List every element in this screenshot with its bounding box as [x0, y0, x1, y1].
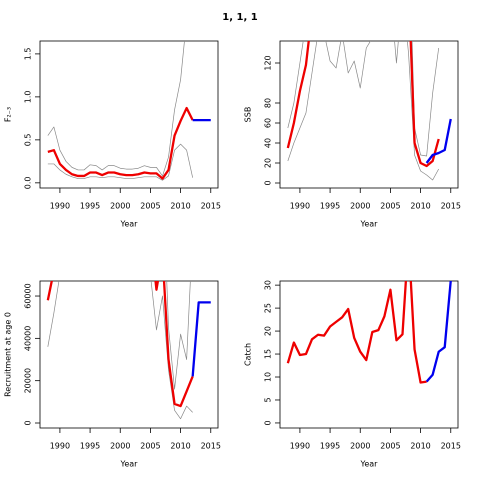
x-tick-label: 2010: [170, 442, 190, 451]
y-tick-label: 0: [264, 180, 273, 185]
x-tick-label: 2005: [140, 202, 160, 211]
x-tick-label: 2000: [350, 442, 370, 451]
x-tick-label: 1990: [290, 442, 310, 451]
panel: 1990 1995 2000 2005 2010 2015 0 20000 40000 60000…: [4, 280, 221, 469]
y-tick-label: 40000: [24, 326, 33, 351]
y-tick-label: 1.0: [24, 91, 33, 104]
series-line: [287, 41, 440, 157]
y-tick-label: 20: [264, 158, 273, 168]
panel: 1990 1995 2000 2005 2010 2015 0 20 40 60 80 120 Year…: [244, 40, 461, 229]
x-tick-label: 1990: [50, 202, 70, 211]
y-tick-label: 30: [264, 280, 273, 290]
y-tick-label: 20000: [24, 368, 33, 393]
panel: 1990 1995 2000 2005 2010 2015 0 5 10 15 20 25 30 Year…: [244, 280, 461, 469]
series-line: [47, 41, 185, 177]
panel: 1990 1995 2000 2005 2010 2015 0.0 0.5 1.0 1.5 Year…: [4, 40, 221, 229]
y-tick-label: 120: [264, 55, 273, 70]
x-tick-label: 1995: [320, 202, 340, 211]
y-axis-label: Recruitment at age 0: [4, 312, 13, 397]
series-line: [166, 281, 191, 390]
x-axis-label: Year: [120, 460, 139, 469]
y-tick-label: 60: [264, 118, 273, 128]
series-line: [47, 143, 194, 181]
series-line: [47, 106, 194, 180]
x-tick-label: 2010: [410, 442, 430, 451]
x-axis-label: Year: [360, 460, 379, 469]
x-tick-label: 2005: [380, 442, 400, 451]
y-axis-label: F₂₋₃: [4, 107, 13, 122]
x-tick-label: 2000: [110, 442, 130, 451]
y-tick-label: 0.5: [24, 133, 33, 146]
x-tick-label: 1990: [290, 202, 310, 211]
y-tick-label: 25: [264, 303, 273, 313]
y-tick-label: 10: [264, 372, 273, 382]
y-tick-label: 1.5: [24, 48, 33, 61]
plot-box: [279, 280, 459, 429]
series-line: [286, 41, 440, 168]
y-tick-label: 0: [24, 420, 33, 425]
x-tick-label: 1995: [80, 442, 100, 451]
x-tick-label: 2000: [350, 202, 370, 211]
x-axis-label: Year: [120, 220, 139, 229]
y-tick-label: 40: [264, 138, 273, 148]
y-axis-label: SSB: [244, 107, 253, 123]
x-tick-label: 1995: [320, 442, 340, 451]
x-tick-label: 2015: [201, 442, 221, 451]
y-tick-label: 15: [264, 349, 273, 359]
series-line: [47, 281, 193, 420]
y-tick-label: 0.0: [24, 176, 33, 189]
plot-box: [39, 40, 219, 189]
figure-title: 1, 1, 1: [222, 12, 257, 23]
y-tick-label: 80: [264, 98, 273, 108]
series-line: [425, 281, 452, 383]
x-tick-label: 1990: [50, 442, 70, 451]
x-tick-label: 1995: [80, 202, 100, 211]
plot-box: [39, 280, 219, 429]
y-tick-label: 5: [264, 397, 273, 402]
x-tick-label: 2005: [380, 202, 400, 211]
series-line: [191, 301, 211, 377]
series-line: [286, 281, 427, 384]
x-tick-label: 2010: [170, 202, 190, 211]
plot-box: [279, 40, 459, 189]
series-line: [46, 281, 194, 408]
x-tick-label: 2000: [110, 202, 130, 211]
y-axis-label: Catch: [244, 343, 253, 366]
series-line: [425, 118, 452, 164]
x-tick-label: 2005: [140, 442, 160, 451]
x-tick-label: 2015: [441, 202, 461, 211]
x-axis-label: Year: [360, 220, 379, 229]
x-tick-label: 2010: [410, 202, 430, 211]
y-tick-label: 20: [264, 326, 273, 336]
y-tick-label: 60000: [24, 283, 33, 308]
y-tick-label: 0: [264, 420, 273, 425]
series-line: [287, 41, 439, 181]
x-tick-label: 2015: [441, 442, 461, 451]
x-tick-label: 2015: [201, 202, 221, 211]
